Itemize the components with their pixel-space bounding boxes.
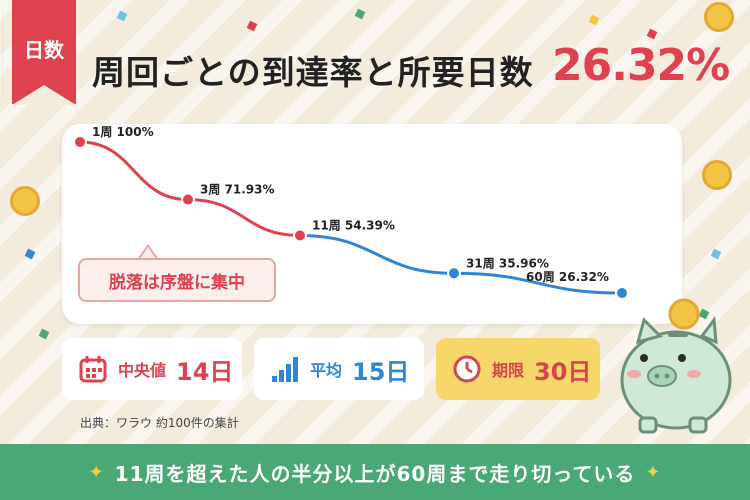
coin-icon [10, 186, 40, 216]
point-label: 11周 54.39% [312, 219, 395, 233]
coin-icon [702, 160, 732, 190]
page-title: 周回ごとの到達率と所要日数 [92, 53, 534, 92]
limit-stat-card: 期限 30日 [436, 338, 600, 400]
average-stat-card: 平均 15日 [254, 338, 424, 400]
average-label: 平均 [310, 361, 343, 380]
coin-icon [704, 2, 734, 32]
median-label: 中央値 [118, 361, 167, 380]
category-ribbon: 日数 [12, 0, 76, 105]
sparkle-icon: ✦ [88, 461, 105, 483]
footer-text: 11周を超えた人の半分以上が60周まで走り切っている [114, 461, 636, 486]
data-point [293, 228, 307, 243]
bar-chart-icon [272, 357, 298, 382]
ribbon-label: 日数 [24, 38, 64, 62]
point-label: 1周 100% [92, 125, 154, 139]
median-stat-card: 中央値 14日 [62, 338, 242, 400]
calendar-icon [79, 356, 107, 383]
callout-box: 脱落は序盤に集中 [78, 258, 276, 302]
footer-banner: ✦ 11周を超えた人の半分以上が60周まで走り切っている ✦ [0, 444, 750, 500]
point-label: 31周 35.96% [466, 256, 549, 270]
data-point [181, 192, 195, 207]
data-point [73, 135, 87, 149]
clock-icon [453, 355, 481, 383]
median-value: 14日 [176, 357, 234, 386]
callout-tail [138, 244, 158, 259]
line-chart: 1周 100% 3周 71.93% 11周 54.39% 31周 35.96%60周 … [73, 125, 629, 301]
limit-label: 期限 [492, 361, 525, 380]
source-note: 出典：ワラウ 約100件の集計 [80, 416, 239, 430]
point-label: 60周 26.32% [526, 270, 609, 284]
data-point [447, 266, 461, 281]
series-line-late [299, 234, 623, 295]
data-point [615, 286, 629, 301]
sparkle-icon: ✦ [645, 461, 662, 483]
limit-value: 30日 [534, 357, 592, 386]
average-value: 15日 [352, 357, 410, 386]
point-label: 3周 71.93% [200, 183, 275, 197]
piggy-bank-icon [620, 298, 732, 434]
headline-value: 26.32% [552, 40, 730, 91]
